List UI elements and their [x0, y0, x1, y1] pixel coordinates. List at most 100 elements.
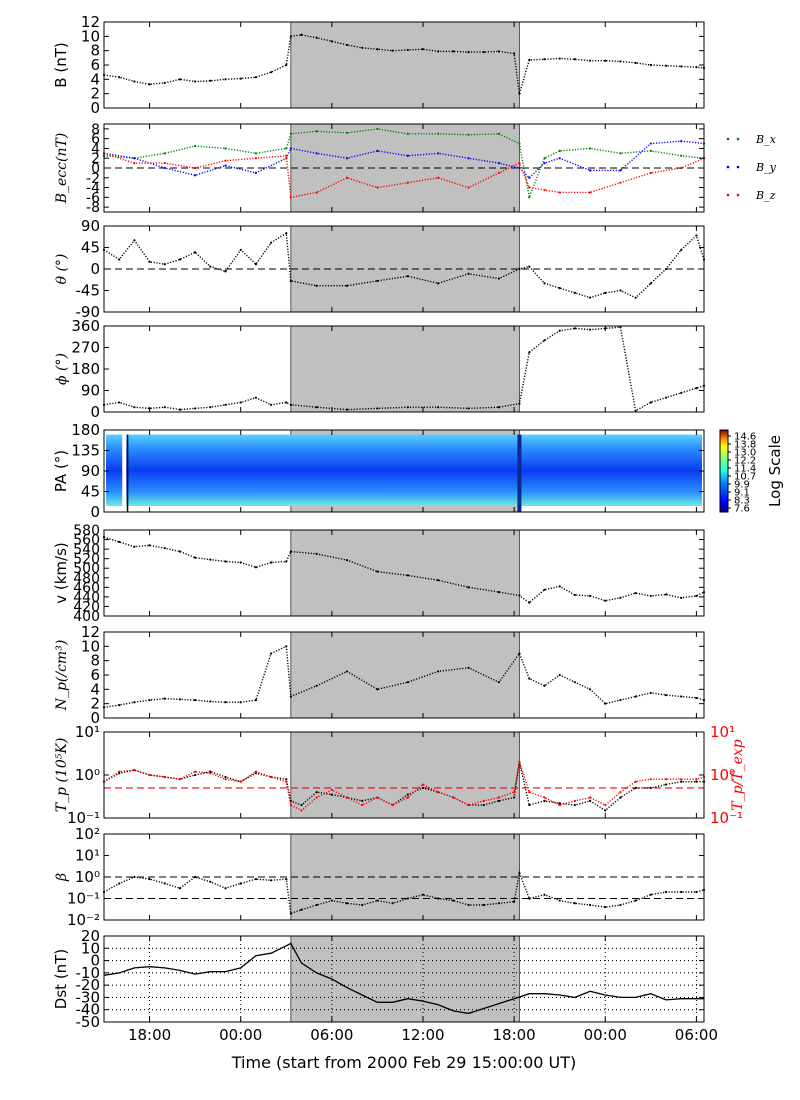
data-point: [680, 778, 683, 781]
y-tick-label: 10⁻¹: [67, 890, 100, 908]
data-point: [406, 574, 409, 577]
data-point: [239, 401, 242, 404]
data-point: [543, 162, 546, 165]
data-point: [513, 796, 516, 799]
data-point: [269, 403, 273, 406]
data-point: [209, 79, 212, 82]
y-tick-label: 20: [81, 927, 100, 945]
data-point: [680, 890, 683, 894]
data-point: [118, 704, 121, 707]
y-tick-label: 135: [71, 442, 100, 460]
data-point: [588, 191, 592, 194]
y-axis-label: T_p (10⁵K): [54, 738, 70, 813]
y-tick-label: 2: [90, 695, 100, 713]
colorbar-label: Log Scale: [766, 435, 784, 507]
data-point: [194, 698, 197, 702]
data-point: [497, 277, 501, 280]
y-tick-label: 90: [81, 217, 100, 235]
data-point: [588, 799, 592, 802]
data-point: [421, 786, 425, 790]
data-point: [543, 588, 546, 591]
data-point: [285, 645, 288, 648]
data-point: [133, 769, 136, 772]
data-point: [194, 773, 197, 777]
data-point: [194, 251, 197, 254]
data-point: [680, 154, 683, 157]
data-point: [406, 796, 409, 799]
data-point: [518, 92, 521, 95]
y-tick-label: 45: [81, 239, 100, 257]
data-point: [376, 149, 379, 152]
data-point: [269, 241, 273, 244]
data-point: [133, 157, 136, 160]
data-point: [406, 154, 409, 157]
y-tick-label: 6: [90, 56, 100, 74]
data-point: [345, 796, 349, 799]
y-tick-label: 10⁻¹: [67, 809, 100, 827]
data-point: [543, 799, 546, 802]
data-point: [543, 796, 546, 799]
data-point: [224, 270, 227, 273]
data-point: [254, 263, 257, 266]
data-point: [634, 296, 637, 299]
y-tick-label: -6: [86, 190, 100, 206]
y-tick-label: 10: [81, 939, 100, 957]
x-tick-label: 06:00: [310, 1026, 353, 1044]
colorbar-tick-label: 14.6: [734, 432, 756, 443]
data-point: [148, 773, 151, 777]
data-point: [133, 875, 136, 879]
series--: [103, 232, 705, 299]
y-axis-label: β: [54, 873, 70, 882]
data-point: [467, 586, 470, 589]
data-point: [573, 681, 576, 684]
data-point: [315, 284, 318, 287]
data-point: [604, 702, 607, 705]
y-tick-label: 440: [73, 590, 100, 606]
data-point: [224, 164, 227, 167]
data-point: [163, 547, 166, 550]
data-point: [269, 561, 273, 564]
data-point: [452, 50, 455, 53]
data-point: [406, 132, 409, 135]
y-tick-label: 10²: [75, 825, 100, 843]
data-point: [289, 147, 292, 150]
data-point: [664, 783, 668, 786]
data-point: [178, 258, 182, 261]
series-dst: [103, 942, 704, 1015]
data-point: [289, 695, 292, 698]
data-point: [163, 81, 166, 85]
x-tick-label: 00:00: [219, 1026, 262, 1044]
data-point: [285, 560, 288, 563]
data-point: [224, 887, 227, 890]
shaded-interval: [290, 935, 520, 1023]
y-axis-label: B (nT): [52, 42, 70, 87]
data-point: [680, 695, 683, 698]
data-point: [194, 875, 197, 879]
data-point: [315, 684, 318, 687]
data-point: [649, 171, 652, 174]
data-point: [604, 599, 607, 602]
data-point: [528, 897, 531, 900]
data-point: [194, 407, 197, 410]
x-tick-label: 06:00: [675, 1026, 718, 1044]
data-point: [604, 291, 607, 294]
data-point: [649, 282, 652, 285]
data-point: [437, 50, 440, 53]
data-point: [345, 131, 349, 134]
data-point: [467, 186, 470, 189]
legend-label: B_y: [755, 161, 777, 174]
y-tick-label: 0: [90, 403, 100, 421]
data-point: [513, 52, 516, 55]
data-point: [528, 186, 531, 189]
data-point: [695, 594, 698, 598]
y-tick-label: 580: [73, 523, 100, 539]
data-point: [163, 162, 166, 165]
panel-tp: 10⁻¹ 10⁰ 10¹ 10⁻¹ 10⁰ 10¹ T_p (10⁵K) T_p/T_exp: [54, 723, 746, 827]
data-point: [588, 688, 592, 691]
data-point: [528, 791, 531, 794]
y-tick-label: 2: [90, 85, 100, 103]
data-point: [528, 176, 531, 179]
data-point: [209, 880, 212, 883]
y-tick-label: 540: [73, 542, 100, 558]
